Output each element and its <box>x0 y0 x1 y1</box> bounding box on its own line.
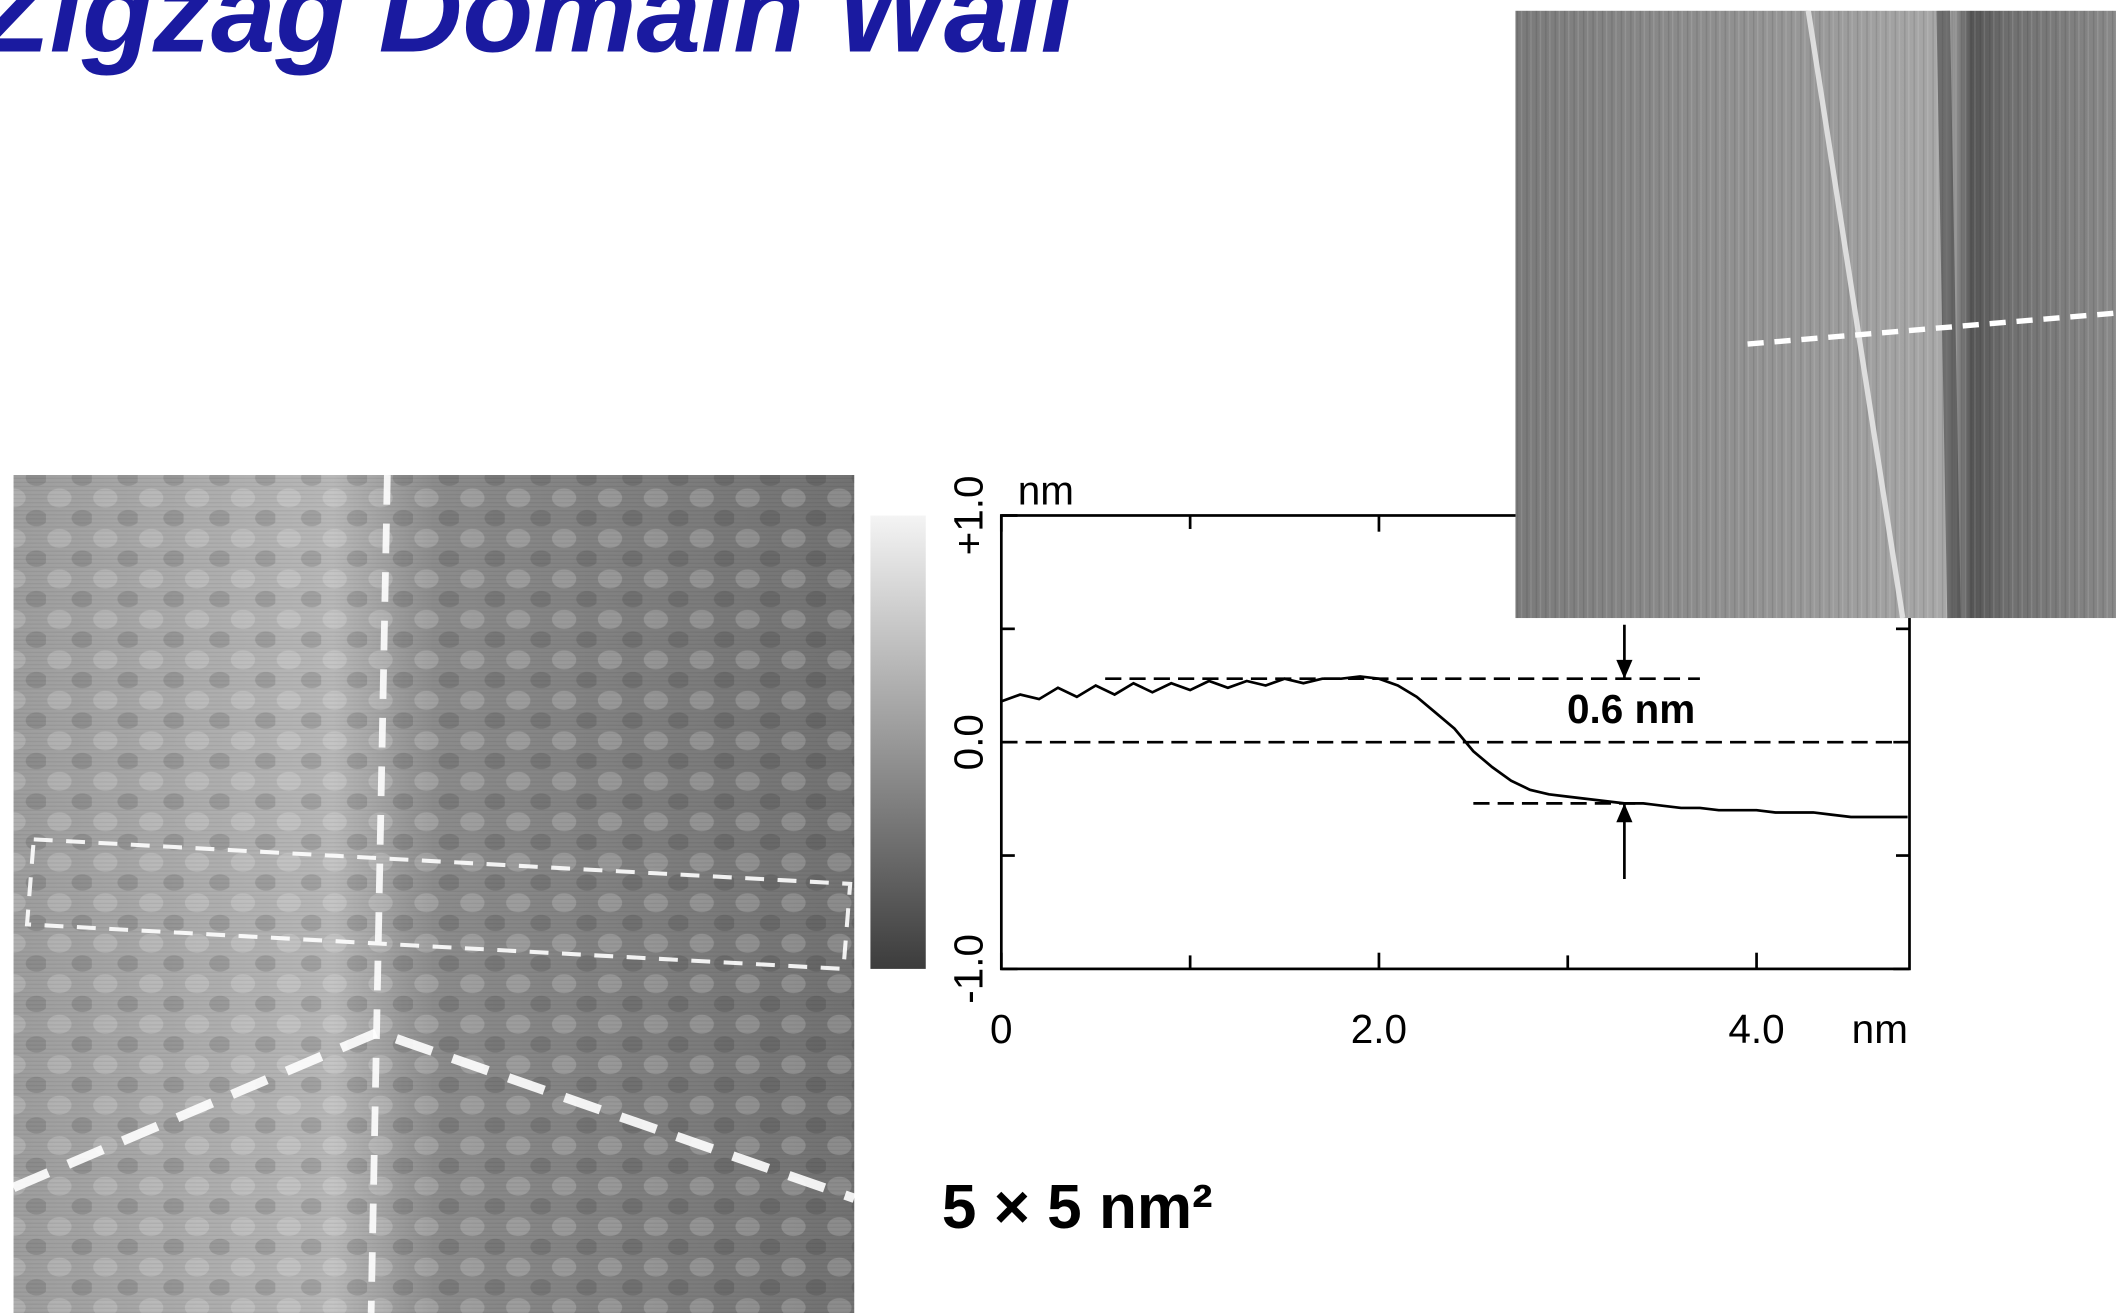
page: Zigzag Domain Wall +1.0 0.0 -1.00 2.0 4.0 nm n… <box>0 0 2116 1313</box>
slide-title: Zigzag Domain Wall <box>0 0 1076 76</box>
annotation: 0.6 nm <box>1567 686 1695 732</box>
profile-line <box>1001 676 1907 817</box>
inset-image <box>1515 11 2115 618</box>
arrow-head <box>1616 660 1632 679</box>
y-unit: nm <box>1018 468 1074 514</box>
x-tick-label: 4.0 <box>1728 1006 1784 1052</box>
x-unit: nm <box>1852 1006 1908 1052</box>
y-tick-label: 0.0 <box>945 714 991 770</box>
image-texture <box>1515 11 2115 618</box>
image-scanlines <box>14 475 855 1313</box>
slide: Zigzag Domain Wall +1.0 0.0 -1.00 2.0 4.0 nm n… <box>0 0 2116 1313</box>
arrow-head <box>1616 803 1632 822</box>
x-tick-label: 0 <box>990 1006 1013 1052</box>
y-tick-label: +1.0 <box>945 476 991 556</box>
scale-label: 5 × 5 nm² <box>942 1173 1213 1242</box>
stm-image <box>14 475 855 1313</box>
y-tick-label: -1.0 <box>945 934 991 1004</box>
color-bar <box>870 515 925 968</box>
x-tick-label: 2.0 <box>1351 1006 1407 1052</box>
